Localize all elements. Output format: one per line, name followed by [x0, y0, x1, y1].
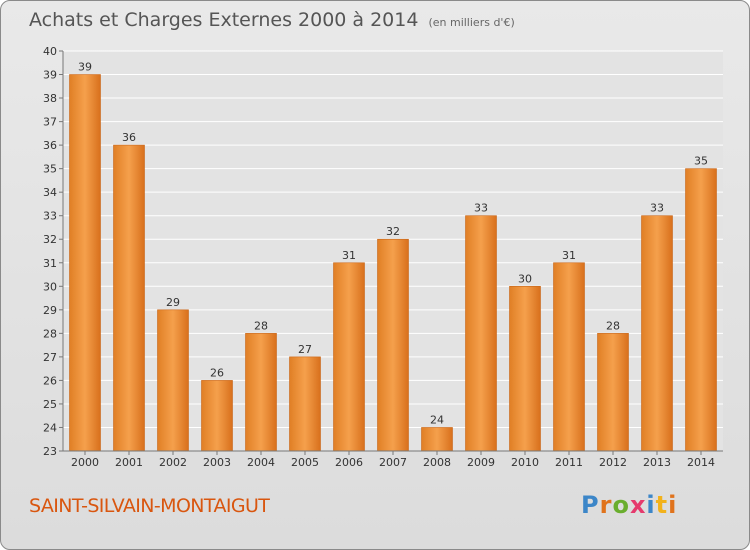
bar-value-label: 39 — [78, 61, 92, 74]
bar-value-label: 29 — [166, 296, 180, 309]
logo-letter: o — [612, 491, 630, 519]
bar — [201, 380, 233, 452]
x-tick-label: 2010 — [511, 456, 539, 469]
x-tick-label: 2006 — [335, 456, 363, 469]
y-axis: 23 24 25 26 27 28 29 30 31 32 33 34 35 36 37 38 39 40 — [43, 45, 64, 458]
x-tick-label: 2009 — [467, 456, 495, 469]
bar-value-label: 28 — [254, 319, 268, 332]
bar — [157, 309, 189, 452]
bar — [421, 427, 453, 452]
bar — [333, 262, 365, 452]
bar — [245, 333, 277, 452]
bar-value-label: 31 — [342, 249, 356, 262]
x-tick-label: 2008 — [423, 456, 451, 469]
bar — [685, 168, 717, 452]
bar-value-label: 28 — [606, 319, 620, 332]
y-tick-label: 40 — [43, 45, 57, 58]
logo-letter: P — [581, 491, 600, 519]
bar — [465, 215, 497, 452]
logo-letter: i — [668, 491, 678, 519]
y-tick-label: 35 — [43, 163, 57, 176]
x-tick-label: 2002 — [159, 456, 187, 469]
x-tick-label: 2007 — [379, 456, 407, 469]
bar-value-label: 35 — [694, 155, 708, 168]
bar — [113, 144, 145, 452]
logo-letter: x — [629, 491, 647, 519]
x-tick-label: 2000 — [71, 456, 99, 469]
bar — [289, 356, 321, 452]
bars: 39 36 29 26 28 27 31 32 24 33 30 31 28 33 35 — [69, 61, 717, 452]
y-tick-label: 26 — [43, 374, 57, 387]
chart-title: Achats et Charges Externes 2000 à 2014 (e… — [29, 9, 515, 31]
bar-value-label: 30 — [518, 272, 532, 285]
y-tick-label: 30 — [43, 280, 57, 293]
bar-value-label: 36 — [122, 131, 136, 144]
y-tick-label: 25 — [43, 398, 57, 411]
y-tick-label: 39 — [43, 69, 57, 82]
y-tick-label: 29 — [43, 304, 57, 317]
x-tick-label: 2014 — [687, 456, 715, 469]
proxiti-logo[interactable]: Proxiti — [581, 491, 677, 519]
bar-value-label: 27 — [298, 343, 312, 356]
y-tick-label: 33 — [43, 210, 57, 223]
bar-value-label: 24 — [430, 413, 444, 426]
x-axis: 2000 2001 2002 2003 2004 2005 2006 2007 2008 2009… — [63, 450, 723, 469]
bar — [553, 262, 585, 452]
y-tick-label: 34 — [43, 186, 57, 199]
x-tick-label: 2013 — [643, 456, 671, 469]
x-tick-label: 2012 — [599, 456, 627, 469]
bar — [597, 333, 629, 452]
x-tick-label: 2001 — [115, 456, 143, 469]
bar-value-label: 33 — [474, 202, 488, 215]
bar-value-label: 26 — [210, 366, 224, 379]
bar-value-label: 33 — [650, 202, 664, 215]
y-tick-label: 28 — [43, 327, 57, 340]
y-tick-label: 31 — [43, 257, 57, 270]
x-tick-label: 2005 — [291, 456, 319, 469]
bar — [509, 285, 541, 452]
y-tick-label: 23 — [43, 445, 57, 458]
bar-value-label: 31 — [562, 249, 576, 262]
x-tick-label: 2004 — [247, 456, 275, 469]
bar — [641, 215, 673, 452]
logo-letter: i — [646, 491, 656, 519]
place-name: SAINT-SILVAIN-MONTAIGUT — [29, 495, 270, 517]
chart-unit: (en milliers d'€) — [428, 16, 515, 29]
bar — [69, 74, 101, 452]
y-tick-label: 38 — [43, 92, 57, 105]
y-tick-label: 27 — [43, 351, 57, 364]
x-tick-label: 2011 — [555, 456, 583, 469]
y-tick-label: 37 — [43, 116, 57, 129]
bar-value-label: 32 — [386, 225, 400, 238]
bar — [377, 238, 409, 452]
y-tick-label: 24 — [43, 421, 57, 434]
y-tick-label: 36 — [43, 139, 57, 152]
chart-title-text: Achats et Charges Externes 2000 à 2014 — [29, 9, 419, 31]
y-tick-label: 32 — [43, 233, 57, 246]
logo-letter: r — [599, 491, 613, 519]
logo-letter: t — [655, 491, 669, 519]
x-tick-label: 2003 — [203, 456, 231, 469]
